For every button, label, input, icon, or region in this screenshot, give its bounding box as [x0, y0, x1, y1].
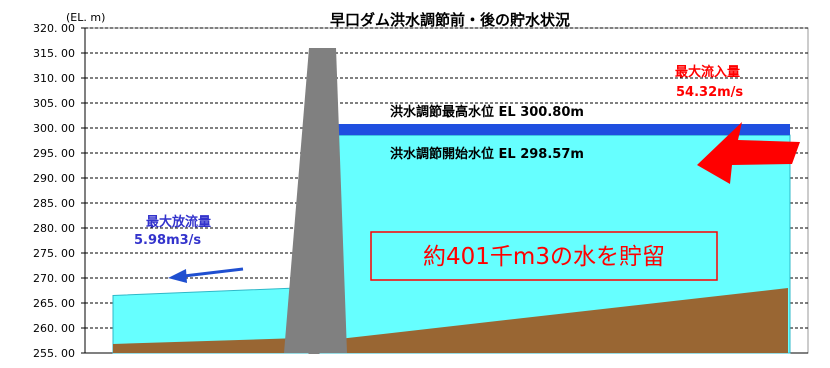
start-water-level-label: 洪水調節開始水位 EL 298.57m	[390, 146, 584, 162]
y-tick-label: 260. 00	[33, 322, 75, 335]
y-axis-ticks: 320. 00 315. 00 310. 00 305. 00 300. 00 295. …	[33, 22, 85, 360]
dam-body	[284, 48, 347, 353]
y-tick-label: 300. 00	[33, 122, 75, 135]
max-outflow-value: 5.98m3/s	[134, 233, 201, 248]
max-inflow-value: 54.32m/s	[676, 85, 743, 100]
y-tick-label: 315. 00	[33, 47, 75, 60]
y-tick-label: 310. 00	[33, 72, 75, 85]
y-axis-unit: (EL. m)	[66, 11, 105, 24]
ground-downstream	[113, 338, 300, 353]
y-tick-label: 285. 00	[33, 197, 75, 210]
max-inflow-title: 最大流入量	[675, 64, 740, 80]
storage-label: 約401千m3の水を貯留	[423, 244, 665, 270]
outflow-arrow-icon	[168, 267, 244, 283]
inflow-arrow-icon	[697, 122, 800, 184]
y-tick-label: 295. 00	[33, 147, 75, 160]
storage-box	[370, 231, 718, 281]
y-tick-label: 305. 00	[33, 97, 75, 110]
y-tick-label: 290. 00	[33, 172, 75, 185]
flood-control-band	[336, 124, 790, 136]
y-tick-label: 275. 00	[33, 247, 75, 260]
y-tick-label: 320. 00	[33, 22, 75, 35]
y-tick-label: 265. 00	[33, 297, 75, 310]
max-outflow-title: 最大放流量	[146, 214, 211, 230]
chart-title: 早口ダム洪水調節前・後の貯水状況	[330, 11, 570, 29]
max-water-level-label: 洪水調節最高水位 EL 300.80m	[390, 104, 584, 120]
y-tick-label: 280. 00	[33, 222, 75, 235]
ground-reservoir	[330, 288, 788, 353]
y-tick-label: 255. 00	[33, 347, 75, 360]
y-tick-label: 270. 00	[33, 272, 75, 285]
